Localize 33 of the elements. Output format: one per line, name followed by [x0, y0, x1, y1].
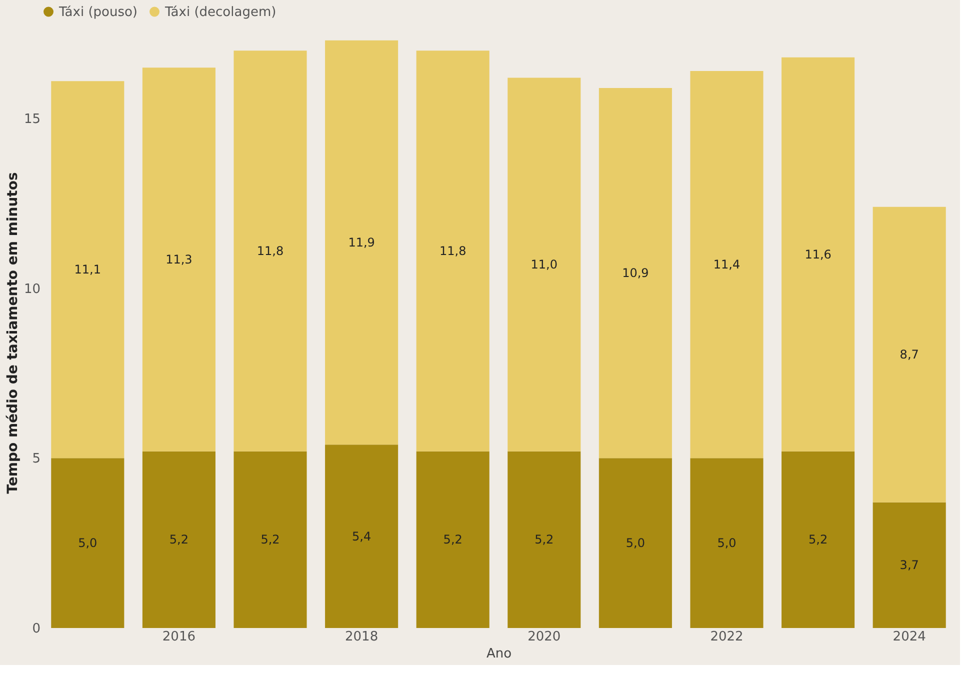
- data-label: 5,2: [169, 532, 188, 547]
- data-label: 5,0: [626, 536, 645, 550]
- data-label: 5,4: [352, 529, 372, 544]
- x-axis-title: Ano: [486, 646, 512, 662]
- y-tick-label: 5: [32, 452, 40, 467]
- data-label: 5,0: [78, 536, 98, 550]
- data-label: 5,2: [808, 532, 828, 547]
- x-tick-label: 2024: [892, 630, 926, 644]
- data-label: 10,9: [622, 266, 649, 280]
- data-label: 3,7: [900, 558, 919, 572]
- x-tick-label: 2020: [528, 630, 561, 644]
- legend-label: Táxi (decolagem): [164, 4, 276, 20]
- y-tick-label: 15: [24, 112, 40, 128]
- data-label: 11,1: [74, 262, 102, 277]
- y-axis-title: Tempo médio de taxiamento em minutos: [4, 172, 21, 494]
- data-label: 5,2: [443, 532, 462, 547]
- data-label: 11,8: [256, 244, 284, 258]
- data-label: 11,9: [348, 235, 375, 250]
- y-tick-label: 10: [24, 282, 40, 297]
- legend-label: Táxi (pouso): [58, 4, 138, 20]
- data-label: 5,2: [260, 532, 280, 547]
- data-label: 11,0: [530, 258, 558, 272]
- x-tick-label: 2016: [162, 630, 196, 644]
- x-tick-label: 2018: [345, 630, 378, 644]
- x-tick-label: 2022: [710, 630, 744, 644]
- data-label: 11,3: [166, 252, 192, 266]
- data-label: 5,2: [534, 532, 554, 547]
- data-label: 8,7: [900, 348, 919, 362]
- data-label: 11,6: [804, 247, 832, 262]
- y-tick-label: 0: [32, 622, 40, 636]
- data-label: 11,4: [713, 258, 740, 272]
- data-label: 11,8: [439, 244, 466, 258]
- data-label: 5,0: [717, 536, 736, 550]
